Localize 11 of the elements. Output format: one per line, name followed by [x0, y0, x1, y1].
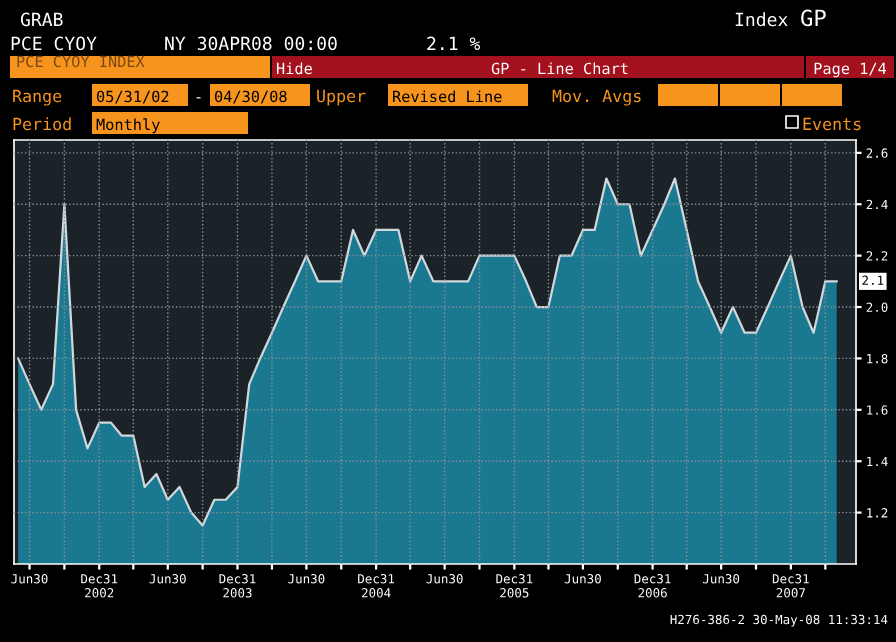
text: Index [735, 12, 788, 27]
text: PCE CYOY [11, 36, 97, 51]
text: Period [13, 117, 71, 131]
text: Events [803, 117, 861, 131]
text: NY 30APR08 00:00 [165, 36, 337, 51]
text: GP [801, 9, 826, 27]
text: 2.1 % [427, 36, 481, 50]
text: Mov. Avgs [552, 89, 641, 106]
text: GRAB [20, 12, 63, 27]
text: Range [13, 89, 62, 106]
text: Upper [317, 89, 366, 106]
